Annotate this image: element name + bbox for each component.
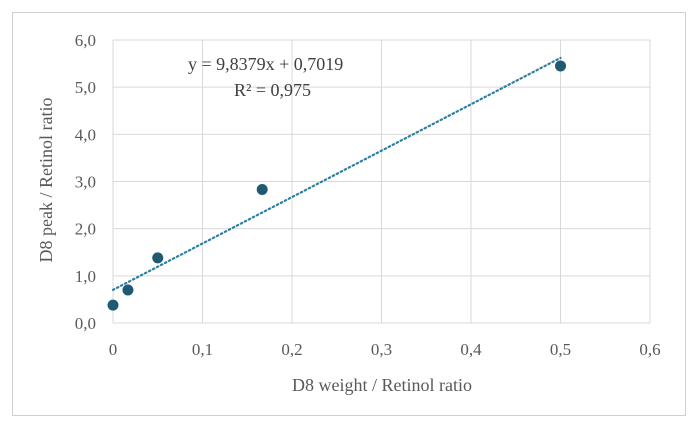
y-tick-label: 1,0 [75,267,96,286]
data-points [107,60,566,311]
y-tick-label: 2,0 [75,220,96,239]
x-tick-label: 0,2 [281,340,302,359]
x-tick-label: 0,3 [371,340,392,359]
trendline-group [111,56,562,291]
r-squared-label: R² = 0,975 [234,80,311,100]
trendline-equation: y = 9,8379x + 0,7019 [188,54,343,74]
x-tick-label: 0,1 [192,340,213,359]
data-point [256,184,268,196]
trendline [111,56,562,291]
x-tick-label: 0 [109,340,118,359]
x-tick-labels: 0 0,1 0,2 0,3 0,4 0,5 0,6 [109,340,661,359]
y-tick-label: 3,0 [75,173,96,192]
data-point [122,284,134,296]
x-tick-label: 0,6 [639,340,660,359]
x-axis-title: D8 weight / Retinol ratio [292,375,472,395]
data-point [555,60,566,72]
data-point [152,252,164,264]
y-tick-labels: 0,0 1,0 2,0 3,0 4,0 5,0 6,0 [75,31,96,333]
chart-frame [12,12,686,416]
y-tick-label: 4,0 [75,125,96,144]
gridlines [112,39,651,324]
y-tick-label: 0,0 [75,314,96,333]
y-axis-title: D8 peak / Retinol ratio [36,98,56,263]
x-tick-label: 0,5 [550,340,571,359]
y-tick-label: 5,0 [75,78,96,97]
y-tick-label: 6,0 [75,31,96,50]
x-tick-label: 0,4 [460,340,482,359]
data-point [107,299,119,311]
